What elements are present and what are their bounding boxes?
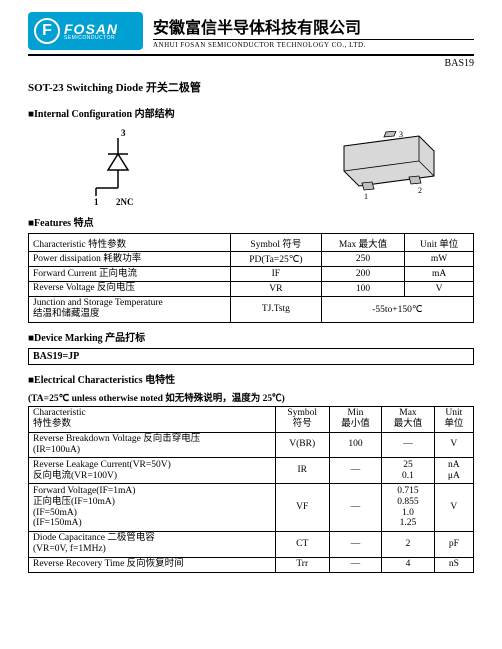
features-head-sym: Symbol 符号 [230, 234, 321, 252]
features-head-unit: Unit 单位 [405, 234, 474, 252]
part-number: BAS19 [28, 58, 474, 69]
table-row: Reverse Leakage Current(VR=50V)反向电流(VR=1… [29, 458, 474, 484]
features-head-char: Characteristic 特性参数 [29, 234, 231, 252]
elec-head-sym: Symbol符号 [275, 406, 329, 432]
table-row: Junction and Storage Temperature结温和储藏温度T… [29, 296, 474, 322]
header: F FOSAN SEMICONDUCTOR 安徽富信半导体科技有限公司 ANHU… [28, 12, 474, 56]
logo-main-text: FOSAN [64, 22, 118, 36]
brand-logo: F FOSAN SEMICONDUCTOR [28, 12, 143, 50]
electrical-conditions-note: (TA=25℃ unless otherwise noted 如无特殊说明，温度… [28, 390, 474, 404]
table-row: Diode Capacitance 二极管电容(VR=0V, f=1MHz)CT… [29, 531, 474, 557]
svg-text:1: 1 [364, 192, 368, 201]
company-name-cn: 安徽富信半导体科技有限公司 [153, 14, 474, 38]
logo-letter-icon: F [34, 18, 60, 44]
table-row: Reverse Breakdown Voltage 反向击穿电压(IR=100u… [29, 432, 474, 458]
table-row: Reverse Recovery Time 反向恢复时间Trr—4nS [29, 557, 474, 572]
marking-value: BAS19=JP [28, 348, 474, 365]
diode-schematic-icon: 3 1 2NC [78, 126, 158, 206]
elec-head-unit: Unit单位 [434, 406, 473, 432]
section-marking: ■Device Marking 产品打标 [28, 329, 474, 344]
table-row: Power dissipation 耗散功率PD(Ta=25℃)250mW [29, 252, 474, 267]
section-electrical: ■Electrical Characteristics 电特性 [28, 371, 474, 386]
company-name-en: ANHUI FOSAN SEMICONDUCTOR TECHNOLOGY CO.… [153, 39, 474, 49]
table-row: Forward Voltage(IF=1mA)正向电压(IF=10mA)(IF=… [29, 484, 474, 532]
sot23-package-icon: 1 2 3 [324, 131, 444, 201]
logo-sub-text: SEMICONDUCTOR [64, 36, 118, 41]
elec-head-char: Characteristic特性参数 [29, 406, 276, 432]
elec-head-min: Min最小值 [329, 406, 382, 432]
elec-head-max: Max最大值 [382, 406, 435, 432]
svg-text:1: 1 [94, 197, 99, 206]
features-table: Characteristic 特性参数 Symbol 符号 Max 最大值 Un… [28, 233, 474, 323]
electrical-table: Characteristic特性参数 Symbol符号 Min最小值 Max最大… [28, 406, 474, 573]
table-row: Forward Current 正向电流IF200mA [29, 267, 474, 282]
features-head-max: Max 最大值 [321, 234, 404, 252]
internal-config-diagrams: 3 1 2NC 1 2 3 [28, 126, 474, 206]
svg-text:3: 3 [121, 128, 126, 138]
doc-title: SOT-23 Switching Diode 开关二极管 [28, 79, 474, 95]
section-features: ■Features 特点 [28, 214, 474, 229]
svg-text:3: 3 [399, 131, 403, 139]
svg-text:2NC: 2NC [116, 197, 134, 206]
svg-text:2: 2 [418, 186, 422, 195]
section-internal: ■Internal Configuration 内部结构 [28, 105, 474, 120]
company-block: 安徽富信半导体科技有限公司 ANHUI FOSAN SEMICONDUCTOR … [153, 14, 474, 49]
table-row: Reverse Voltage 反向电压VR100V [29, 281, 474, 296]
